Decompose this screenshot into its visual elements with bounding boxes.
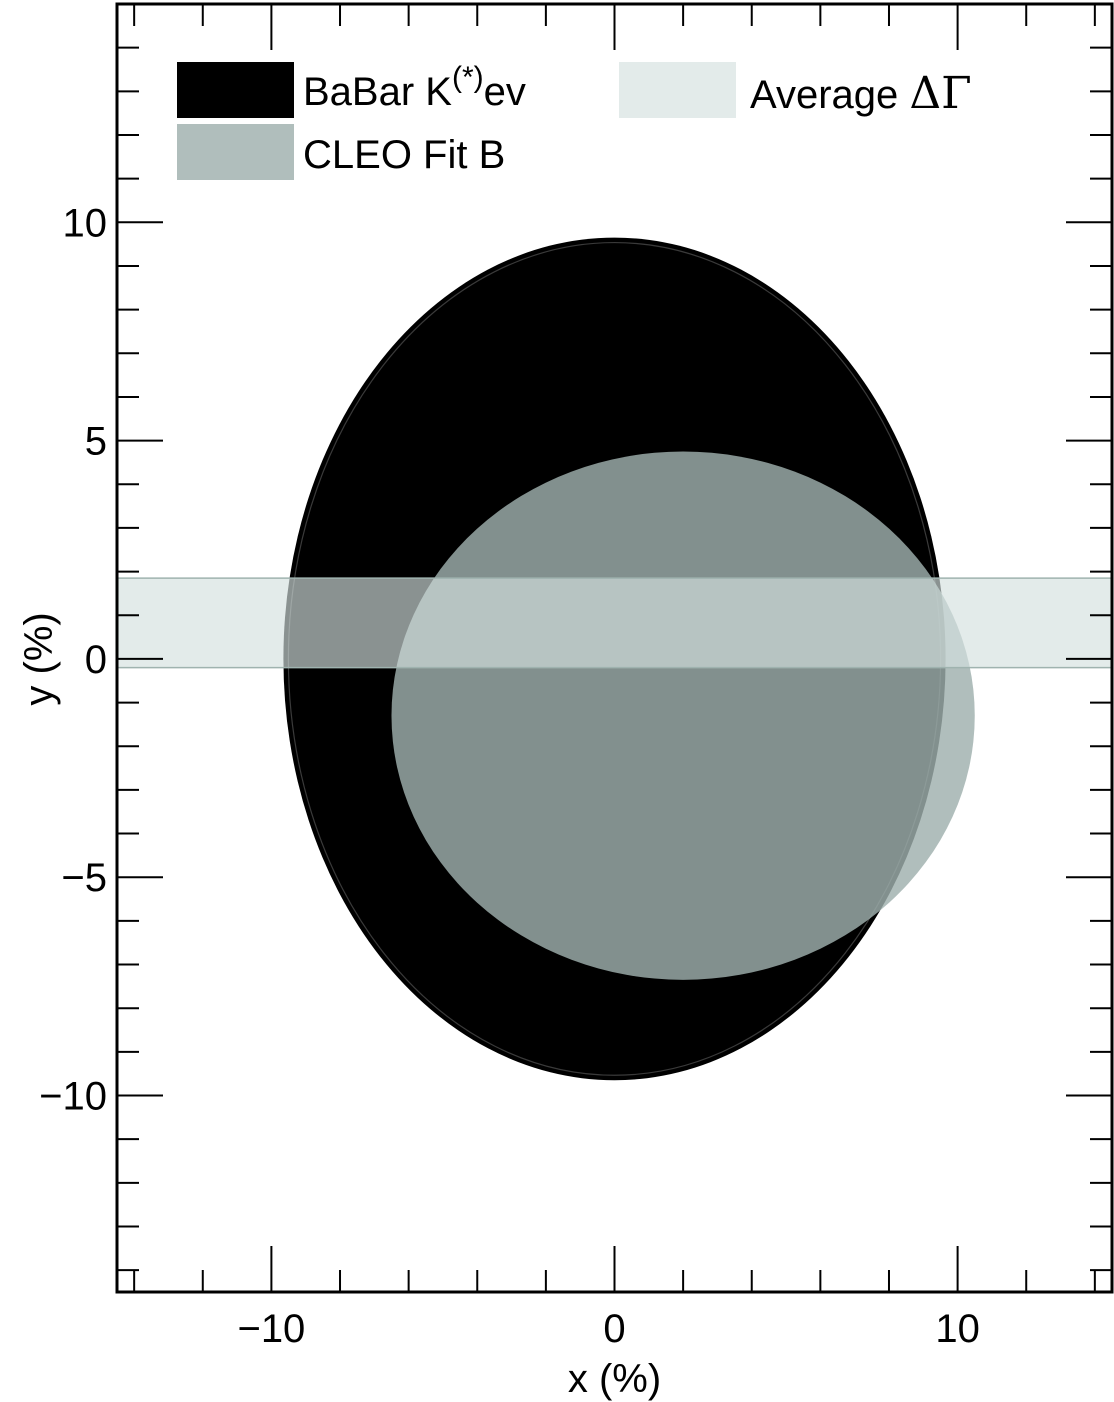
series-1-ellipse — [391, 451, 975, 980]
y-tick-label: −5 — [61, 856, 107, 900]
axis-ticks — [117, 3, 1112, 1292]
legend-swatch-babar — [177, 62, 294, 118]
legend-swatch-average — [619, 62, 736, 118]
y-tick-label: 0 — [85, 638, 107, 682]
legend-label-babar: BaBar K(*)ev — [303, 61, 526, 114]
plot-frame — [115, 2, 1114, 1294]
x-tick-label: 0 — [603, 1307, 625, 1351]
series-layer — [117, 237, 1112, 1081]
y-tick-label: 10 — [63, 201, 108, 245]
x-tick-label: 10 — [935, 1307, 980, 1351]
x-axis-title: x (%) — [568, 1357, 661, 1401]
legend-label-average: Average ΔΓ — [750, 68, 972, 119]
plot-area — [117, 237, 1112, 1081]
y-tick-label: −10 — [39, 1075, 107, 1119]
x-tick-label: −10 — [237, 1307, 305, 1351]
tick-labels: −10 0 10 −10 −5 0 5 10 — [39, 201, 980, 1351]
y-tick-label: 5 — [85, 420, 107, 464]
legend: BaBar K(*)ev CLEO Fit B Average ΔΓ — [177, 61, 972, 180]
y-axis-title: y (%) — [17, 612, 61, 705]
legend-label-cleo: CLEO Fit B — [303, 133, 505, 177]
series-2-band — [117, 578, 1112, 668]
legend-swatch-cleo — [177, 124, 294, 180]
